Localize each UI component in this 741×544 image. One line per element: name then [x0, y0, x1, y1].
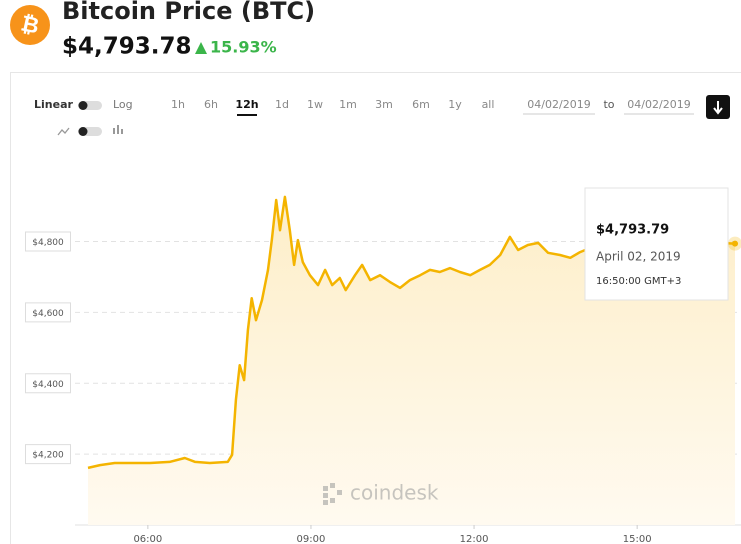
range-button[interactable]: 1w: [307, 98, 323, 111]
area-fill: [88, 196, 736, 525]
watermark: coindesk: [323, 481, 439, 505]
bar-icon[interactable]: [113, 125, 123, 134]
y-tick-box: [25, 302, 71, 323]
range-button[interactable]: 1m: [339, 98, 357, 111]
plot: $4,200 $4,400 $4,600 $4,800 06:00 09:00 12:00 1…: [25, 195, 741, 544]
range-button[interactable]: 6h: [204, 98, 218, 111]
title: Bitcoin Price (BTC): [62, 0, 315, 25]
range-button[interactable]: 1d: [275, 98, 289, 111]
x-tick-label: 09:00: [297, 534, 326, 544]
range-button[interactable]: 3m: [375, 98, 393, 111]
tooltip-price: $4,793.79: [596, 223, 669, 238]
date-sep: to: [603, 98, 614, 111]
y-tick-label: $4,800: [32, 238, 64, 248]
change: 15.93%: [210, 38, 277, 57]
x-tick-label: 15:00: [623, 534, 652, 544]
date-to[interactable]: 04/02/2019: [627, 98, 690, 111]
line-icon[interactable]: [57, 127, 70, 136]
toggle-knob: [78, 101, 88, 110]
price-line: [87, 195, 736, 470]
tooltip-box: [584, 187, 729, 301]
toggle-knob: [78, 127, 88, 136]
range-buttons: 1h 6h 12h 1d 1w 1m 3m 6m 1y all: [171, 98, 495, 116]
scale-log[interactable]: Log: [113, 98, 133, 111]
range-button[interactable]: 1h: [171, 98, 185, 111]
x-tick-label: 12:00: [460, 534, 489, 544]
y-tick-label: $4,600: [32, 309, 64, 319]
tooltip: $4,793.79 April 02, 2019 16:50:00 GMT+3: [584, 187, 729, 301]
tooltip-time: 16:50:00 GMT+3: [596, 276, 681, 287]
y-tick-box: [25, 231, 71, 252]
y-tick-box: [25, 444, 71, 465]
download-icon: [713, 101, 723, 115]
up-arrow: [195, 42, 207, 54]
range-button[interactable]: 1y: [448, 98, 462, 111]
y-tick-box: [25, 373, 71, 394]
x-tick-label: 06:00: [133, 534, 162, 544]
btc-icon: [10, 5, 50, 45]
scale-linear[interactable]: Linear: [34, 98, 73, 111]
price: $4,793.78: [62, 34, 192, 60]
btc-symbol: ₿: [19, 11, 42, 39]
y-tick-label: $4,200: [32, 451, 64, 461]
range-button[interactable]: 6m: [412, 98, 430, 111]
date-from[interactable]: 04/02/2019: [527, 98, 590, 111]
hover-point: [732, 240, 739, 247]
watermark-text: coindesk: [350, 481, 439, 505]
range-button[interactable]: 12h: [235, 98, 258, 111]
range-button[interactable]: all: [482, 98, 495, 111]
tooltip-date: April 02, 2019: [596, 250, 681, 264]
y-tick-label: $4,400: [32, 380, 64, 390]
